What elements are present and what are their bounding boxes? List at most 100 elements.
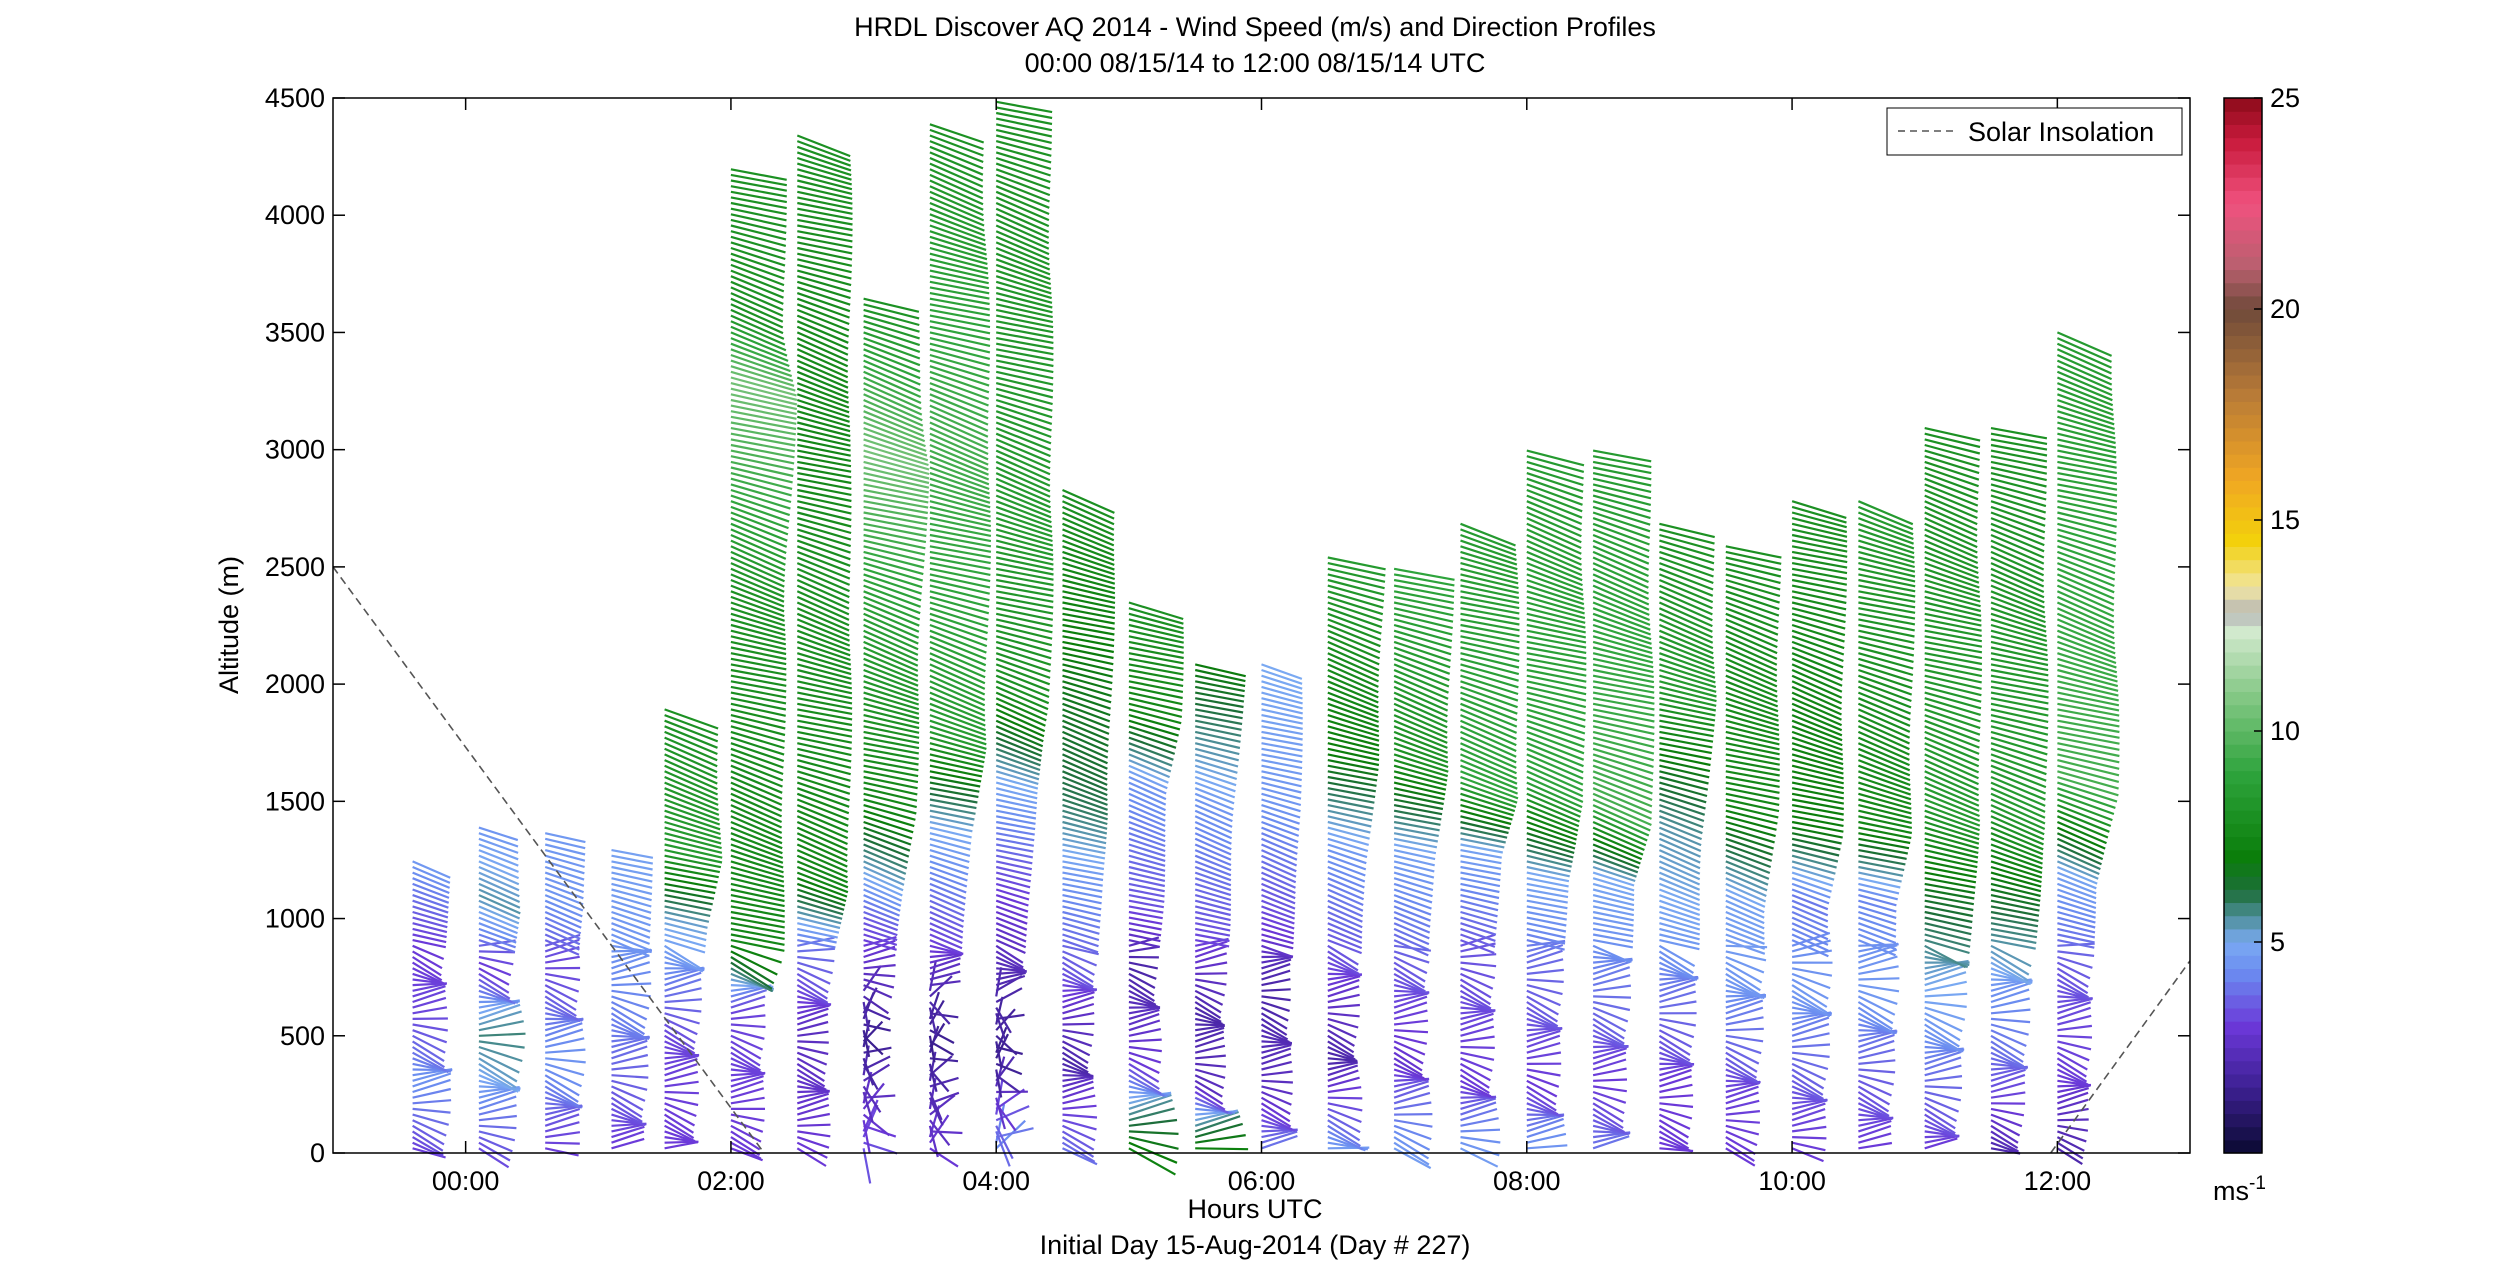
wind-vector bbox=[1460, 1012, 1494, 1026]
wind-vector bbox=[797, 753, 852, 769]
wind-vector bbox=[1858, 601, 1916, 614]
wind-vector bbox=[1791, 753, 1844, 770]
wind-vector bbox=[995, 888, 1030, 901]
wind-vector bbox=[1194, 775, 1236, 793]
wind-vector bbox=[863, 539, 926, 556]
wind-vector bbox=[1791, 995, 1829, 1017]
wind-vector bbox=[796, 792, 850, 815]
wind-vector bbox=[1791, 837, 1841, 851]
colorbar-units: ms-1 bbox=[2213, 1173, 2266, 1206]
wind-vector bbox=[863, 916, 898, 932]
wind-vector bbox=[1261, 894, 1296, 910]
wind-vector bbox=[1990, 708, 2049, 723]
wind-vector bbox=[1195, 1147, 1249, 1151]
wind-vector bbox=[929, 635, 987, 660]
wind-vector bbox=[1393, 826, 1439, 837]
wind-vector bbox=[863, 438, 929, 462]
wind-vector bbox=[1128, 837, 1166, 853]
wind-vector bbox=[1393, 837, 1438, 849]
wind-vector bbox=[1857, 714, 1911, 739]
wind-vector bbox=[730, 280, 784, 305]
wind-vector bbox=[863, 578, 922, 602]
wind-vector bbox=[929, 252, 989, 270]
wind-vector bbox=[1261, 719, 1303, 730]
wind-vector bbox=[1194, 865, 1232, 882]
wind-vector bbox=[544, 922, 581, 940]
wind-vector bbox=[1194, 933, 1230, 943]
wind-vector bbox=[1261, 956, 1293, 964]
wind-vector bbox=[1658, 1119, 1689, 1139]
wind-vector bbox=[995, 269, 1052, 290]
wind-vector bbox=[2057, 927, 2096, 939]
wind-vector bbox=[1659, 899, 1701, 916]
colorbar-band bbox=[2224, 1113, 2262, 1128]
wind-vector bbox=[611, 899, 652, 914]
wind-vector bbox=[797, 235, 853, 249]
wind-vector bbox=[1526, 567, 1584, 592]
wind-vector bbox=[1062, 578, 1116, 595]
wind-vector bbox=[797, 241, 853, 255]
wind-vector bbox=[797, 224, 853, 237]
wind-vector bbox=[797, 1045, 829, 1056]
wind-vector bbox=[1194, 781, 1236, 799]
colorbar-band bbox=[2224, 493, 2262, 508]
wind-vector bbox=[1393, 1101, 1432, 1110]
colorbar-band bbox=[2224, 1100, 2262, 1115]
wind-vector bbox=[1924, 1135, 1959, 1144]
chart-subtitle: 00:00 08/15/14 to 12:00 08/15/14 UTC bbox=[1025, 48, 1486, 78]
wind-vector bbox=[730, 877, 785, 893]
wind-vector bbox=[1990, 691, 2049, 705]
wind-vector bbox=[929, 168, 984, 194]
wind-vector bbox=[1592, 477, 1652, 493]
wind-vector bbox=[1924, 809, 1980, 832]
wind-vector bbox=[797, 936, 835, 947]
wind-vector bbox=[1858, 787, 1912, 806]
wind-vector bbox=[544, 1068, 582, 1088]
wind-vector bbox=[796, 1092, 830, 1105]
wind-vector bbox=[2056, 972, 2089, 995]
wind-vector bbox=[1460, 995, 1494, 1012]
wind-vector bbox=[1658, 1029, 1693, 1049]
wind-vector bbox=[1261, 826, 1299, 844]
wind-vector bbox=[1858, 539, 1915, 559]
profile-column bbox=[610, 849, 654, 1150]
wind-vector bbox=[1858, 984, 1900, 993]
wind-vector bbox=[1924, 860, 1978, 874]
wind-vector bbox=[995, 974, 1026, 987]
wind-vector bbox=[1592, 1012, 1627, 1033]
wind-vector bbox=[1592, 607, 1651, 631]
wind-vector bbox=[1526, 1074, 1560, 1088]
wind-vector bbox=[1990, 759, 2047, 782]
wind-vector bbox=[863, 297, 920, 313]
wind-vector bbox=[995, 1008, 1016, 1031]
wind-vector bbox=[1592, 1058, 1627, 1071]
wind-vector bbox=[796, 331, 849, 356]
wind-vector bbox=[1990, 455, 2048, 469]
wind-vector bbox=[995, 629, 1053, 647]
wind-vector bbox=[1791, 888, 1830, 905]
wind-vector bbox=[995, 500, 1052, 524]
wind-vector bbox=[664, 1090, 699, 1095]
wind-vector bbox=[1924, 1137, 1958, 1150]
wind-vector bbox=[995, 905, 1028, 919]
wind-vector bbox=[863, 584, 921, 608]
wind-vector bbox=[730, 1075, 764, 1088]
wind-vector bbox=[1725, 950, 1767, 962]
wind-vector bbox=[929, 787, 979, 799]
wind-vector bbox=[1128, 652, 1184, 665]
wind-vector bbox=[1924, 528, 1978, 554]
wind-vector bbox=[995, 792, 1038, 805]
wind-vector bbox=[1725, 652, 1778, 677]
wind-vector bbox=[796, 533, 851, 554]
wind-vector bbox=[1592, 578, 1650, 606]
wind-vector bbox=[995, 190, 1050, 216]
wind-vector bbox=[664, 775, 719, 801]
wind-vector bbox=[1194, 747, 1239, 762]
wind-vector bbox=[730, 1057, 763, 1074]
wind-vector bbox=[1592, 652, 1654, 669]
wind-vector bbox=[1592, 500, 1651, 520]
wind-vector bbox=[797, 1004, 830, 1015]
wind-vector bbox=[1592, 640, 1653, 659]
wind-vector bbox=[1725, 1027, 1764, 1032]
